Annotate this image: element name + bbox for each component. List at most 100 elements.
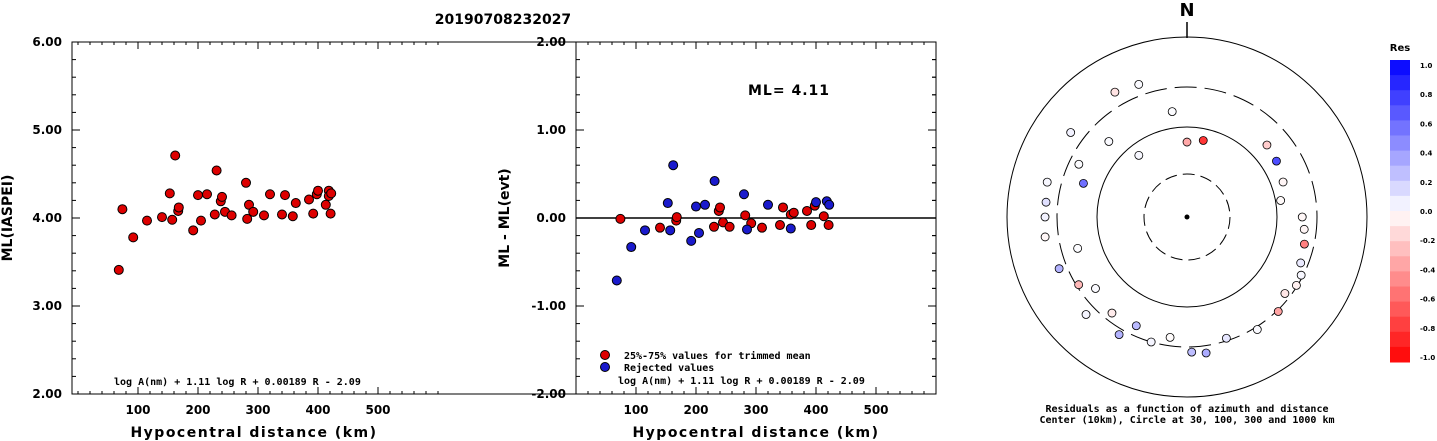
data-point [173, 202, 184, 213]
colorbar-swatch [1390, 346, 1410, 363]
colorbar-tick-label: 0.8 [1420, 91, 1433, 99]
y-tick-label: -2.00 [531, 387, 566, 401]
colorbar-tick-label: 0.0 [1420, 208, 1433, 216]
data-point [686, 235, 697, 246]
data-point [724, 221, 735, 232]
data-point [157, 212, 167, 223]
range-circle-300km [1056, 86, 1318, 348]
data-point [739, 189, 749, 200]
colorbar-swatch [1390, 135, 1410, 152]
colorbar-swatch [1390, 165, 1410, 182]
data-point [668, 160, 679, 171]
event-id-title: 20190708232027 [435, 12, 571, 28]
caption-line-2: Center (10km), Circle at 30, 100, 300 an… [1039, 414, 1334, 426]
station-residual-point [1066, 128, 1076, 137]
data-point [824, 199, 835, 210]
colorbar-swatch [1390, 271, 1410, 287]
caption-line-1: Residuals as a function of azimuth and d… [1046, 403, 1329, 415]
data-point [211, 165, 222, 176]
station-residual-point [1262, 140, 1272, 150]
colorbar-swatch [1390, 316, 1410, 333]
station-residual-point [1296, 270, 1306, 280]
station-residual-point [1073, 243, 1083, 253]
station-residual-point [1041, 197, 1051, 207]
colorbar-ticks: 1.0 0.8 0.6 0.4 0.2 0.0 -0.2 -0.4 -0.6 -0.8 -1.0 [1420, 62, 1435, 362]
station-residual-point [1104, 137, 1114, 146]
data-point [308, 208, 319, 219]
data-point [671, 212, 682, 223]
station-residual-point [1091, 284, 1100, 293]
north-label: N [1179, 0, 1194, 21]
y-tick-label: 2.00 [536, 35, 566, 49]
colorbar-swatch [1390, 286, 1410, 303]
data-point [662, 198, 673, 209]
data-point [241, 177, 251, 188]
x-tick-label: 300 [743, 403, 768, 417]
station-residual-point [1273, 307, 1283, 316]
station-residual-point [1201, 348, 1211, 358]
station-residual-point [1297, 212, 1307, 222]
data-point [259, 210, 269, 221]
data-point [640, 225, 650, 236]
colorbar-tick-label: -0.4 [1420, 266, 1435, 274]
event-magnitude-annotation: ML= 4.11 [748, 83, 830, 99]
station-residual-point [1292, 280, 1301, 290]
data-point [811, 197, 821, 208]
y-tick-label: 4.00 [32, 211, 62, 225]
data-point [326, 188, 337, 199]
data-point [785, 223, 796, 234]
colorbar-swatch [1390, 331, 1410, 348]
x-tick-label: 500 [863, 403, 888, 417]
colorbar-swatch [1390, 301, 1410, 318]
legend-marker-trimmed [600, 350, 610, 360]
data-point [818, 211, 829, 222]
colorbar-swatch [1390, 226, 1410, 242]
y-axis-label: ML(IASPEI) [0, 175, 16, 262]
colorbar-title: Res [1390, 43, 1410, 54]
data-point [164, 188, 175, 199]
x-tick-label: 400 [803, 403, 828, 417]
magnitude-formula: log A(nm) + 1.11 log R + 0.00189 R - 2.0… [618, 376, 865, 387]
data-point [691, 201, 701, 212]
colorbar-tick-label: 1.0 [1420, 62, 1433, 70]
azimuth-residual-panel: N Residuals as a function of azimuth and… [1006, 0, 1368, 426]
data-point [325, 208, 336, 219]
station-residual-point [1134, 150, 1144, 160]
data-point [290, 198, 301, 209]
data-point [757, 222, 767, 233]
station-residual-point [1146, 337, 1156, 347]
station-residual-point [1198, 136, 1208, 145]
data-point [763, 199, 773, 210]
station-residual-point [1182, 137, 1192, 147]
station-residual-point [1107, 308, 1117, 318]
station-residual-point [1042, 177, 1052, 187]
colorbar-swatch [1390, 211, 1410, 227]
data-point [806, 220, 817, 231]
data-point [823, 220, 834, 231]
station-residual-point [1110, 87, 1120, 97]
station-residual-point [1134, 80, 1144, 89]
data-points [611, 160, 835, 286]
data-point [117, 204, 128, 215]
station-residual-point [1165, 332, 1175, 342]
station-residual-point [1054, 264, 1064, 274]
station-residual-point [1221, 333, 1231, 343]
data-point [188, 225, 199, 236]
data-point [655, 222, 665, 233]
range-circle-1000km [1006, 36, 1368, 398]
data-point [242, 213, 253, 224]
x-axis-label: Hypocentral distance (km) [130, 425, 377, 441]
colorbar-swatch [1390, 105, 1410, 121]
colorbar-tick-label: -0.6 [1420, 296, 1435, 304]
data-point [788, 207, 799, 218]
station-residual-points [1040, 80, 1309, 358]
x-tick-label: 500 [365, 403, 390, 417]
colorbar-swatch [1390, 150, 1410, 167]
colorbar-swatch [1390, 60, 1410, 76]
data-point [113, 264, 124, 275]
data-point [665, 225, 676, 236]
data-point [287, 211, 298, 222]
colorbar-swatch [1390, 90, 1410, 106]
data-point [167, 214, 178, 225]
data-point [615, 213, 626, 224]
